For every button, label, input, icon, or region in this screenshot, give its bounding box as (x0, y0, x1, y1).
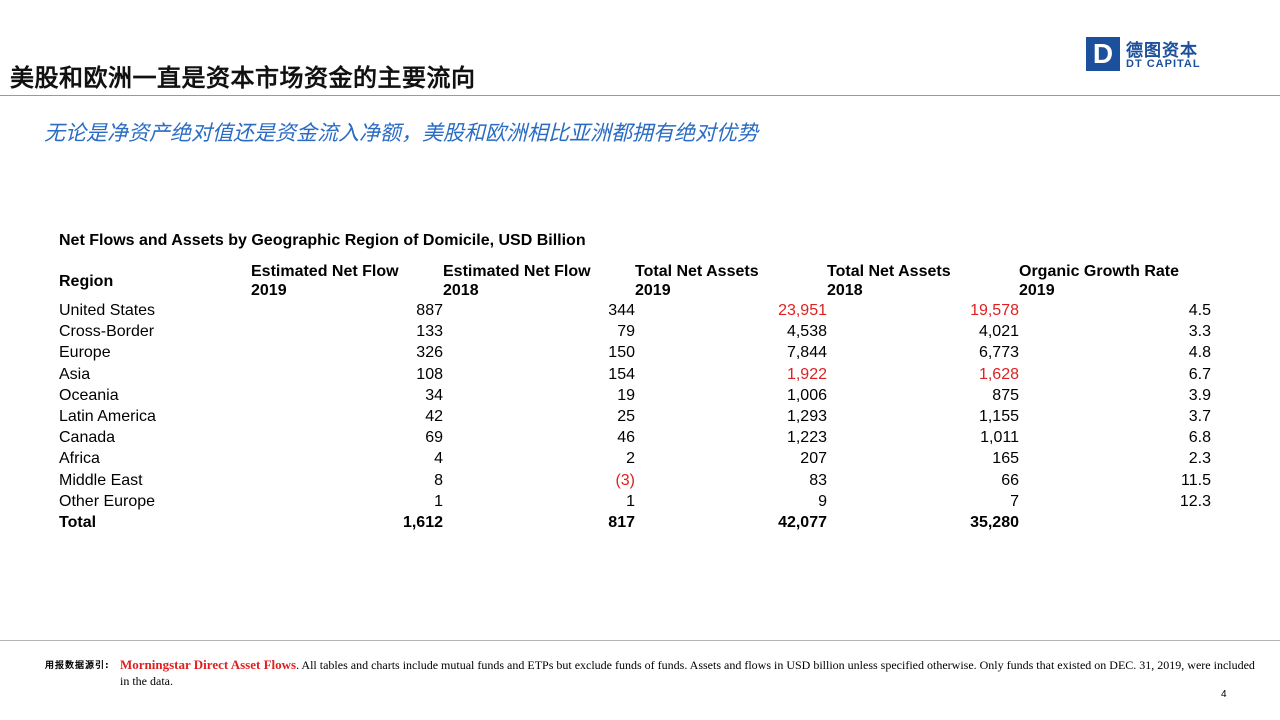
region-cell: Latin America (59, 408, 156, 426)
growth-cell: 11.5 (1181, 471, 1211, 489)
region-cell: Canada (59, 429, 116, 447)
assets-2019-cell: 1,006 (786, 386, 827, 404)
flow-2019-cell: 34 (425, 386, 443, 404)
assets-2019-cell-highlighted: 1,922 (786, 365, 827, 383)
assets-2019-cell: 1,223 (786, 429, 827, 447)
table-row: Oceania 34 19 1,006 875 3.9 (59, 385, 1211, 406)
assets-2018-cell: 165 (992, 450, 1019, 468)
column-header-flow-2018: Estimated Net Flow 2018 (443, 263, 591, 299)
flow-2018-cell: 344 (608, 302, 635, 320)
assets-2018-cell: 1,011 (980, 429, 1019, 447)
total-flow-2018-cell: 817 (608, 513, 635, 531)
title-divider (0, 95, 1280, 96)
assets-2018-cell: 7 (1010, 492, 1019, 510)
assets-2018-cell: 66 (1001, 471, 1019, 489)
table-row: Asia 108 154 1,922 1,628 6.7 (59, 364, 1211, 385)
flow-2018-cell: 19 (617, 386, 635, 404)
assets-2018-cell: 1,155 (978, 408, 1019, 426)
flow-2018-cell: 25 (617, 408, 635, 426)
logo-mark-icon: D (1086, 37, 1120, 71)
net-flows-assets-table: Region Estimated Net Flow 2019 Estimated… (59, 262, 1211, 533)
flow-2019-cell: 42 (425, 408, 443, 426)
table-row: Africa 4 2 207 165 2.3 (59, 448, 1211, 469)
assets-2019-cell: 1,293 (786, 408, 827, 426)
logo-english-text: DT CAPITAL (1126, 58, 1201, 70)
flow-2018-cell: 2 (626, 450, 635, 468)
footer-divider (0, 640, 1280, 641)
region-cell: United States (59, 302, 156, 320)
region-cell: Cross-Border (59, 323, 155, 341)
flow-2019-cell: 326 (416, 344, 443, 362)
page-title: 美股和欧洲一直是资本市场资金的主要流向 (10, 64, 476, 92)
source-name: Morningstar Direct Asset Flows (120, 657, 297, 672)
flow-2019-cell: 887 (416, 302, 443, 320)
flow-2019-cell: 69 (425, 429, 443, 447)
growth-cell: 6.8 (1188, 429, 1211, 447)
region-cell: Africa (59, 450, 100, 468)
flow-2018-cell: 46 (617, 429, 635, 447)
total-assets-2019-cell: 42,077 (778, 513, 827, 531)
flow-2018-cell: 150 (608, 344, 635, 362)
table-row: Middle East 8 (3) 83 66 11.5 (59, 470, 1211, 491)
assets-2019-cell: 9 (818, 492, 827, 510)
assets-2019-cell: 207 (800, 450, 827, 468)
region-cell: Europe (59, 344, 111, 362)
table-row: Latin America 42 25 1,293 1,155 3.7 (59, 406, 1211, 427)
table-row: Cross-Border 133 79 4,538 4,021 3.3 (59, 321, 1211, 342)
assets-2018-cell-highlighted: 1,628 (978, 365, 1019, 383)
growth-cell: 3.3 (1188, 323, 1211, 341)
assets-2018-cell-highlighted: 19,578 (970, 302, 1019, 320)
column-header-region: Region (59, 272, 114, 290)
table-total-row: Total 1,612 817 42,077 35,280 (59, 512, 1211, 533)
page-subtitle: 无论是净资产绝对值还是资金流入净额，美股和欧洲相比亚洲都拥有绝对优势 (44, 121, 758, 145)
page-number: 4 (1221, 689, 1227, 700)
footer-source-note: 用报数据源引: Morningstar Direct Asset Flows. … (45, 657, 1260, 689)
assets-2019-cell: 4,538 (786, 323, 827, 341)
assets-2019-cell: 83 (809, 471, 827, 489)
column-header-growth-2019: Organic Growth Rate 2019 (1019, 263, 1180, 299)
assets-2019-cell-highlighted: 23,951 (778, 302, 827, 320)
flow-2018-cell: 79 (617, 323, 635, 341)
total-label-cell: Total (59, 513, 97, 531)
table-row: Other Europe 1 1 9 7 12.3 (59, 491, 1211, 512)
flow-2019-cell: 8 (434, 471, 443, 489)
region-cell: Other Europe (59, 492, 156, 510)
total-growth-cell (1019, 512, 1211, 533)
region-cell: Middle East (59, 471, 143, 489)
growth-cell: 12.3 (1179, 492, 1211, 510)
table-title: Net Flows and Assets by Geographic Regio… (59, 232, 586, 249)
total-flow-2019-cell: 1,612 (402, 513, 443, 531)
table-header-row: Region Estimated Net Flow 2019 Estimated… (59, 262, 1211, 300)
flow-2019-cell: 1 (434, 492, 443, 510)
total-assets-2018-cell: 35,280 (970, 513, 1019, 531)
assets-2018-cell: 4,021 (978, 323, 1019, 341)
assets-2019-cell: 7,844 (786, 344, 827, 362)
column-header-flow-2019: Estimated Net Flow 2019 (251, 263, 399, 299)
flow-2019-cell: 108 (416, 365, 443, 383)
table-row: Canada 69 46 1,223 1,011 6.8 (59, 427, 1211, 448)
assets-2018-cell: 6,773 (978, 344, 1019, 362)
column-header-assets-2018: Total Net Assets 2018 (827, 263, 951, 299)
dt-capital-logo: D 德图资本 DT CAPITAL (1086, 37, 1216, 71)
growth-cell: 6.7 (1188, 365, 1211, 383)
flow-2019-cell: 133 (416, 323, 443, 341)
table-row: Europe 326 150 7,844 6,773 4.8 (59, 342, 1211, 363)
growth-cell: 4.8 (1188, 344, 1211, 362)
assets-2018-cell: 875 (992, 386, 1019, 404)
flow-2018-cell-negative: (3) (615, 471, 635, 489)
growth-cell: 2.3 (1188, 450, 1211, 468)
region-cell: Asia (59, 365, 91, 383)
column-header-assets-2019: Total Net Assets 2019 (635, 263, 759, 299)
source-note-text: . All tables and charts include mutual f… (120, 658, 1255, 688)
region-cell: Oceania (59, 386, 119, 404)
logo-chinese-text: 德图资本 (1126, 41, 1198, 61)
growth-cell: 3.9 (1188, 386, 1211, 404)
growth-cell: 3.7 (1188, 408, 1211, 426)
growth-cell: 4.5 (1188, 302, 1211, 320)
table-row: United States 887 344 23,951 19,578 4.5 (59, 300, 1211, 321)
flow-2019-cell: 4 (434, 450, 443, 468)
flow-2018-cell: 1 (626, 492, 635, 510)
flow-2018-cell: 154 (608, 365, 635, 383)
footer-label: 用报数据源引: (45, 661, 110, 671)
